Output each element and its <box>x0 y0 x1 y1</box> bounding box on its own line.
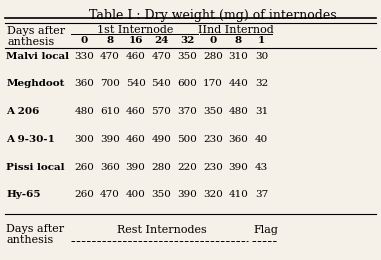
Text: Days after
anthesis: Days after anthesis <box>7 26 65 47</box>
Text: Malvi local: Malvi local <box>6 51 69 61</box>
Text: 260: 260 <box>74 163 94 172</box>
Text: Rest Internodes: Rest Internodes <box>117 225 206 235</box>
Text: 32: 32 <box>255 79 269 88</box>
Text: 370: 370 <box>177 107 197 116</box>
Text: 460: 460 <box>126 51 146 61</box>
Text: 390: 390 <box>177 190 197 199</box>
Text: 1: 1 <box>258 36 266 45</box>
Text: 0: 0 <box>209 36 216 45</box>
Text: 31: 31 <box>255 107 269 116</box>
Text: 170: 170 <box>203 79 223 88</box>
Text: 360: 360 <box>74 79 94 88</box>
Text: 320: 320 <box>203 190 223 199</box>
Text: 230: 230 <box>203 163 223 172</box>
Text: 490: 490 <box>151 135 171 144</box>
Text: 220: 220 <box>177 163 197 172</box>
Text: 280: 280 <box>203 51 223 61</box>
Text: 350: 350 <box>203 107 223 116</box>
Text: 360: 360 <box>100 163 120 172</box>
Text: 470: 470 <box>100 190 120 199</box>
Text: 480: 480 <box>74 107 94 116</box>
Text: A 206: A 206 <box>6 107 40 116</box>
Text: 330: 330 <box>74 51 94 61</box>
Text: 360: 360 <box>229 135 248 144</box>
Text: Meghdoot: Meghdoot <box>6 79 65 88</box>
Text: 0: 0 <box>81 36 88 45</box>
Text: 40: 40 <box>255 135 269 144</box>
Text: 1st Internode: 1st Internode <box>98 25 174 35</box>
Text: 350: 350 <box>177 51 197 61</box>
Text: 610: 610 <box>100 107 120 116</box>
Text: 480: 480 <box>229 107 248 116</box>
Text: Flag: Flag <box>253 225 278 235</box>
Text: 16: 16 <box>128 36 143 45</box>
Text: 230: 230 <box>203 135 223 144</box>
Text: 460: 460 <box>126 107 146 116</box>
Text: IInd Internod: IInd Internod <box>198 25 274 35</box>
Text: 390: 390 <box>126 163 146 172</box>
Text: 700: 700 <box>100 79 120 88</box>
Text: 470: 470 <box>100 51 120 61</box>
Text: 260: 260 <box>74 190 94 199</box>
Text: 390: 390 <box>100 135 120 144</box>
Text: 570: 570 <box>151 107 171 116</box>
Text: 600: 600 <box>177 79 197 88</box>
Text: 8: 8 <box>106 36 114 45</box>
Text: 400: 400 <box>126 190 146 199</box>
Text: 300: 300 <box>74 135 94 144</box>
Text: 43: 43 <box>255 163 269 172</box>
Text: 280: 280 <box>151 163 171 172</box>
Text: 310: 310 <box>229 51 248 61</box>
Text: Pissi local: Pissi local <box>6 163 65 172</box>
Text: 410: 410 <box>229 190 248 199</box>
Text: 8: 8 <box>235 36 242 45</box>
Text: 32: 32 <box>180 36 194 45</box>
Text: 440: 440 <box>229 79 248 88</box>
Text: 24: 24 <box>154 36 168 45</box>
Text: 540: 540 <box>151 79 171 88</box>
Text: 460: 460 <box>126 135 146 144</box>
Text: 500: 500 <box>177 135 197 144</box>
Text: Hy-65: Hy-65 <box>6 190 41 199</box>
Text: A 9-30-1: A 9-30-1 <box>6 135 55 144</box>
Text: 350: 350 <box>151 190 171 199</box>
Text: 37: 37 <box>255 190 269 199</box>
Text: 470: 470 <box>151 51 171 61</box>
Text: Days after
anthesis: Days after anthesis <box>6 224 64 245</box>
Text: 30: 30 <box>255 51 269 61</box>
Text: 540: 540 <box>126 79 146 88</box>
Text: 390: 390 <box>229 163 248 172</box>
Text: Table I : Dry weight (mg) of internodes: Table I : Dry weight (mg) of internodes <box>90 9 337 22</box>
